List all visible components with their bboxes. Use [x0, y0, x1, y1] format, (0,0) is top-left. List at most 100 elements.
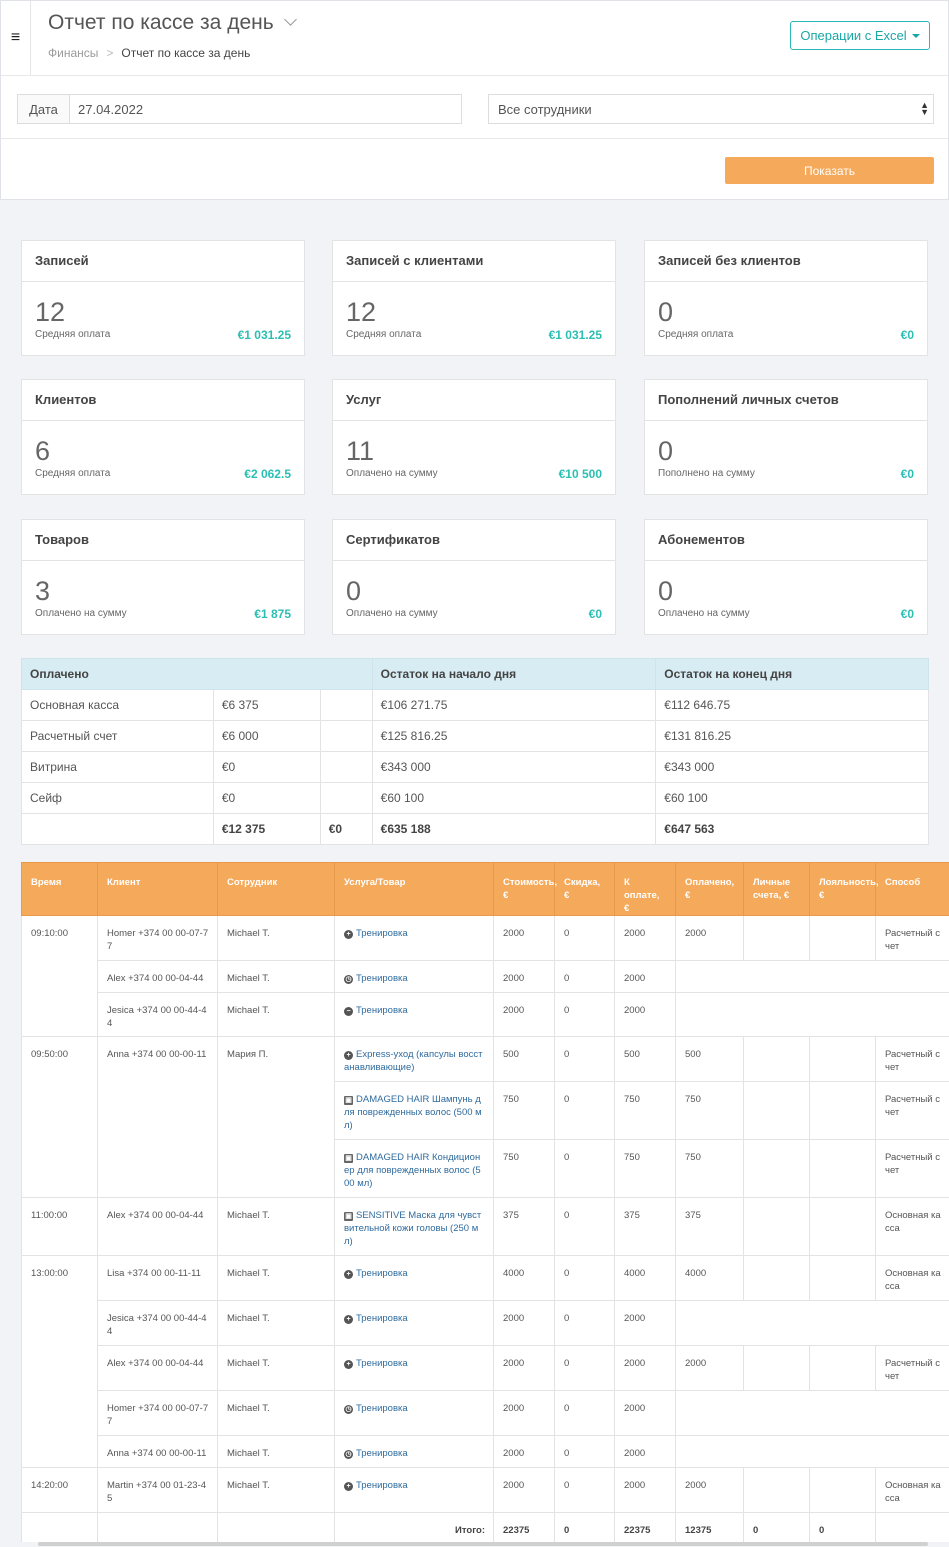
- service-link[interactable]: Тренировка: [356, 1358, 408, 1369]
- column-header[interactable]: Способ: [875, 862, 949, 916]
- stat-card-amount: €2 062.5: [244, 467, 291, 481]
- service-cell[interactable]: ▣ DAMAGED HAIR Шампунь для поврежденных в…: [334, 1081, 494, 1140]
- show-button[interactable]: Показать: [725, 157, 934, 184]
- method-cell: Расчетный счет: [875, 1036, 949, 1082]
- service-link[interactable]: SENSITIVE Маска для чувствительной кожи …: [344, 1210, 482, 1247]
- service-cell[interactable]: + Тренировка: [334, 915, 494, 961]
- table-row[interactable]: 11:00:00 Alex +374 00 00-04-44 Michael T. ▣…: [21, 1197, 949, 1256]
- service-cell[interactable]: ◷ Тренировка: [334, 1390, 494, 1436]
- service-cell[interactable]: + Тренировка: [334, 1345, 494, 1391]
- service-cell[interactable]: ◷ Тренировка: [334, 960, 494, 993]
- stat-card-title: Услуг: [333, 380, 615, 421]
- cost-cell: 500: [493, 1036, 555, 1082]
- table-row[interactable]: Alex +374 00 00-04-44 Michael T. + Трениров…: [22, 1345, 949, 1391]
- table-row[interactable]: 13:00:00 Lisa +374 00 00-11-11 Michael T. +…: [21, 1255, 949, 1468]
- service-link[interactable]: Тренировка: [356, 1403, 408, 1414]
- service-cell[interactable]: − Тренировка: [334, 992, 494, 1037]
- balance-cell-paid: €0: [212, 751, 321, 783]
- paid-cell: 750: [675, 1139, 744, 1198]
- method-cell: Основная касса: [875, 1255, 949, 1301]
- column-header[interactable]: Клиент: [97, 862, 218, 916]
- column-header[interactable]: Сотрудник: [217, 862, 335, 916]
- employee-select[interactable]: Все сотрудники ▲ ▼: [488, 94, 934, 124]
- service-cell[interactable]: ▣ DAMAGED HAIR Кондиционер для поврежденн…: [334, 1139, 494, 1198]
- column-header[interactable]: Услуга/Товар: [334, 862, 494, 916]
- service-link[interactable]: Тренировка: [356, 1448, 408, 1459]
- service-cell[interactable]: ◷ Тренировка: [334, 1435, 494, 1468]
- balance-cell-name: Витрина: [21, 751, 214, 783]
- column-header[interactable]: Личные счета, €: [743, 862, 810, 916]
- service-link[interactable]: Тренировка: [356, 928, 408, 939]
- client-cell: Lisa +374 00 00-11-11: [97, 1255, 218, 1301]
- employee-cell: Michael T.: [217, 1255, 335, 1301]
- table-row[interactable]: 09:50:00 Anna +374 00 00-00-11 Мария П. + Ex…: [21, 1036, 949, 1198]
- table-row[interactable]: Anna +374 00 00-00-11 Michael T. ◷ Трениров…: [22, 1435, 949, 1468]
- cost-cell: 2000: [493, 915, 555, 961]
- report-header: ≡ Отчет по кассе за день Финансы > Отчет п…: [0, 0, 949, 200]
- service-link[interactable]: Тренировка: [356, 1005, 408, 1016]
- stat-card-title: Записей без клиентов: [645, 241, 927, 282]
- paid-cell: 375: [675, 1197, 744, 1256]
- stat-card: Клиентов 6 Средняя оплата €2 062.5: [21, 379, 305, 495]
- page-title[interactable]: Отчет по кассе за день: [48, 11, 297, 35]
- to_pay-cell: 375: [614, 1197, 676, 1256]
- cost-cell: 2000: [493, 960, 555, 993]
- excel-operations-button[interactable]: Операции с Excel: [790, 21, 930, 50]
- date-filter[interactable]: Дата 27.04.2022: [17, 94, 462, 124]
- column-header[interactable]: Время: [21, 862, 98, 916]
- operations-table-container[interactable]: Время Клиент Сотрудник Услуга/Товар Стоимост…: [21, 862, 949, 1542]
- personal-cell: [743, 915, 810, 961]
- to_pay-cell: 4000: [614, 1255, 676, 1301]
- breadcrumb-link-finance[interactable]: Финансы: [48, 46, 99, 60]
- loyalty-cell: [809, 1036, 876, 1082]
- column-header[interactable]: К оплате, €: [614, 862, 676, 916]
- to_pay-cell: 750: [614, 1139, 676, 1198]
- service-cell[interactable]: + Тренировка: [334, 1300, 494, 1346]
- balance-cell-end: €112 646.75: [655, 689, 929, 721]
- stat-card-title: Записей: [22, 241, 304, 282]
- service-link[interactable]: Тренировка: [356, 1480, 408, 1491]
- stat-card-amount: €10 500: [558, 467, 602, 481]
- table-row[interactable]: 09:10:00 Homer +374 00 00-07-77 Michael T.…: [21, 915, 949, 1037]
- table-row[interactable]: Jesica +374 00 00-44-44 Michael T. − Тренир…: [22, 992, 949, 1037]
- paid-cell: 2000: [675, 1467, 744, 1513]
- service-link[interactable]: Тренировка: [356, 973, 408, 984]
- time-cell: 14:20:00: [21, 1467, 98, 1513]
- column-header[interactable]: Оплачено, €: [675, 862, 744, 916]
- horizontal-scrollbar[interactable]: [38, 1542, 928, 1546]
- total-to_pay: 22375: [614, 1512, 676, 1542]
- service-link[interactable]: Тренировка: [356, 1313, 408, 1324]
- table-row[interactable]: Jesica +374 00 00-44-44 Michael T. + Тренир…: [22, 1300, 949, 1346]
- cost-cell: 2000: [493, 1345, 555, 1391]
- service-link[interactable]: Тренировка: [356, 1268, 408, 1279]
- stat-card-count: 12: [346, 297, 377, 327]
- service-link[interactable]: Express-уход (капсулы восстанавливающие): [344, 1049, 483, 1073]
- plus-icon: +: [344, 1360, 353, 1369]
- service-cell[interactable]: + Express-уход (капсулы восстанавливающие…: [334, 1036, 494, 1082]
- divider: [1, 138, 948, 139]
- service-link[interactable]: DAMAGED HAIR Кондиционер для поврежденны…: [344, 1152, 481, 1189]
- column-header[interactable]: Лояльность, €: [809, 862, 879, 916]
- loyalty-cell: [809, 1345, 876, 1391]
- column-header[interactable]: Стоимость, €: [493, 862, 557, 916]
- to_pay-cell: 2000: [614, 915, 676, 961]
- hamburger-icon[interactable]: ≡: [1, 1, 31, 75]
- table-row[interactable]: Alex +374 00 00-04-44 Michael T. ◷ Трениров…: [22, 960, 949, 993]
- balance-cell-paid: €0: [212, 782, 321, 814]
- service-cell[interactable]: ▣ SENSITIVE Маска для чувствительной кожи…: [334, 1197, 494, 1256]
- column-header[interactable]: Скидка, €: [554, 862, 615, 916]
- service-link[interactable]: DAMAGED HAIR Шампунь для поврежденных во…: [344, 1094, 482, 1131]
- plus-icon: +: [344, 1482, 353, 1491]
- table-row[interactable]: 14:20:00 Martin +374 00 01-23-45 Michael T…: [21, 1467, 949, 1513]
- stat-card-count: 0: [658, 576, 674, 606]
- method-cell: Расчетный счет: [875, 1081, 949, 1140]
- date-input[interactable]: 27.04.2022: [78, 101, 144, 117]
- service-cell[interactable]: + Тренировка: [334, 1467, 494, 1513]
- table-row[interactable]: Homer +374 00 00-07-77 Michael T. ◷ Трениро…: [22, 1390, 949, 1436]
- service-cell[interactable]: + Тренировка: [334, 1255, 494, 1301]
- discount-cell: 0: [554, 1467, 615, 1513]
- discount-cell: 0: [554, 1345, 615, 1391]
- discount-cell: 0: [554, 1081, 615, 1140]
- stat-card-amount: €1 875: [254, 607, 291, 621]
- balance-cell-name: Расчетный счет: [21, 720, 214, 752]
